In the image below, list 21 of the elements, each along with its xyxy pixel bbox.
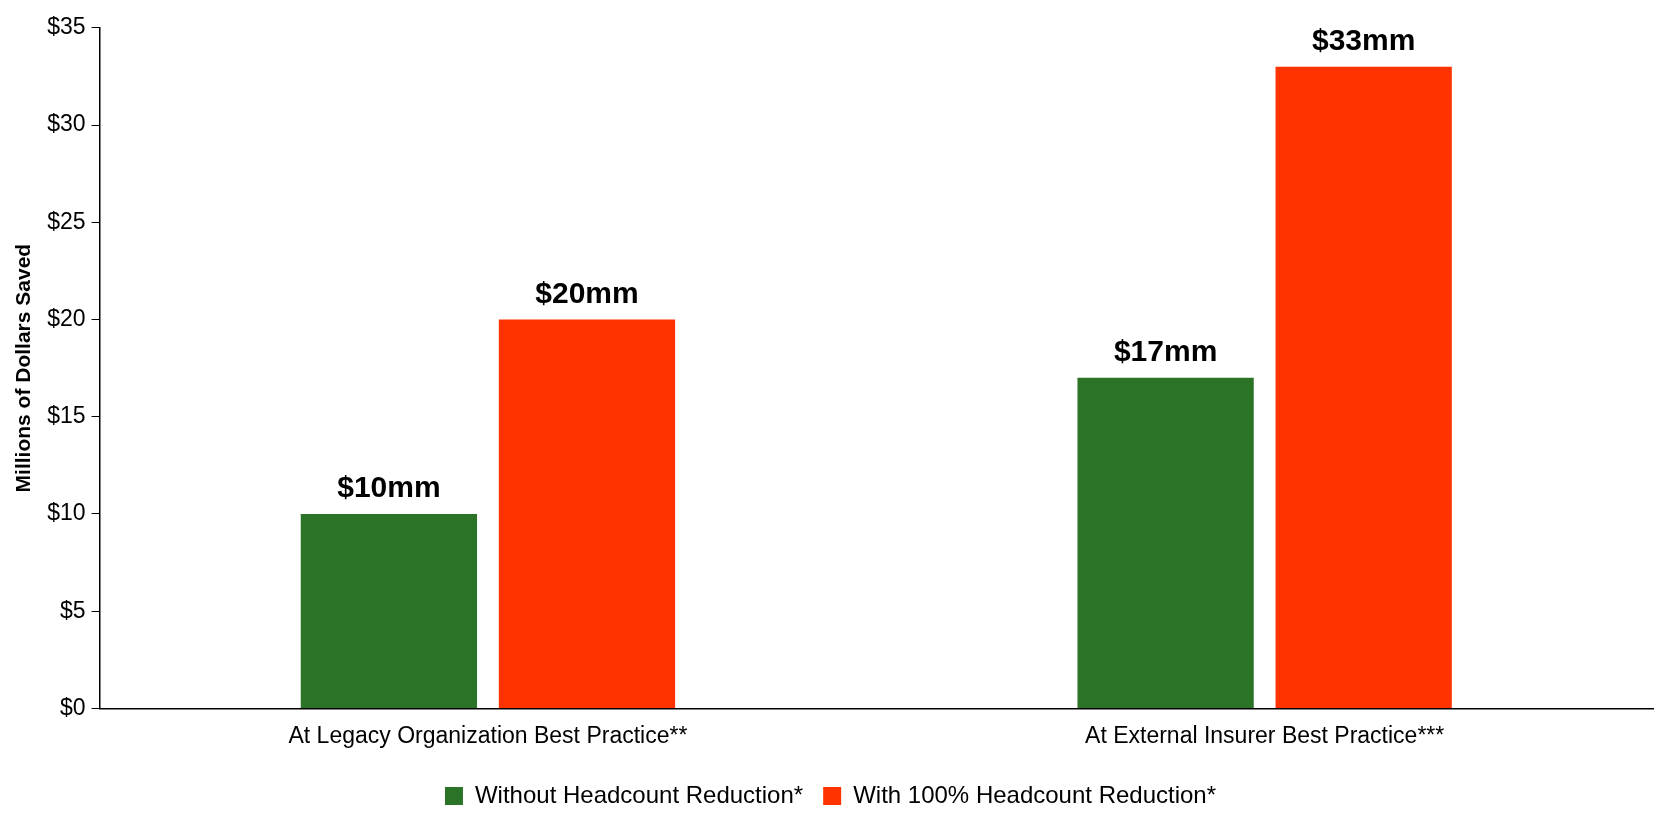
y-axis-title: Millions of Dollars Saved [11, 243, 35, 493]
y-tick-label: $15 [47, 402, 86, 429]
y-tick-label: $5 [59, 596, 86, 623]
bar [498, 319, 676, 708]
data-label: $33mm [1311, 22, 1416, 56]
data-label: $10mm [337, 470, 441, 504]
x-tick-label: At Legacy Organization Best Practice** [288, 721, 688, 748]
y-tick-label: $0 [59, 693, 86, 720]
y-tick-label: $10 [47, 499, 86, 526]
y-tick-label: $25 [47, 207, 86, 234]
y-tick-label: $20 [47, 304, 86, 331]
x-tick-label: At External Insurer Best Practice*** [1085, 721, 1445, 748]
data-label: $17mm [1113, 334, 1218, 368]
y-tick-label: $30 [47, 110, 86, 137]
data-label: $20mm [535, 275, 639, 309]
bar [1077, 377, 1254, 708]
bar [300, 513, 478, 708]
y-tick-label: $35 [47, 13, 86, 40]
legend-label: Without Headcount Reduction* [474, 780, 804, 808]
bar [1275, 66, 1452, 708]
legend-label: With 100% Headcount Reduction* [853, 780, 1217, 808]
